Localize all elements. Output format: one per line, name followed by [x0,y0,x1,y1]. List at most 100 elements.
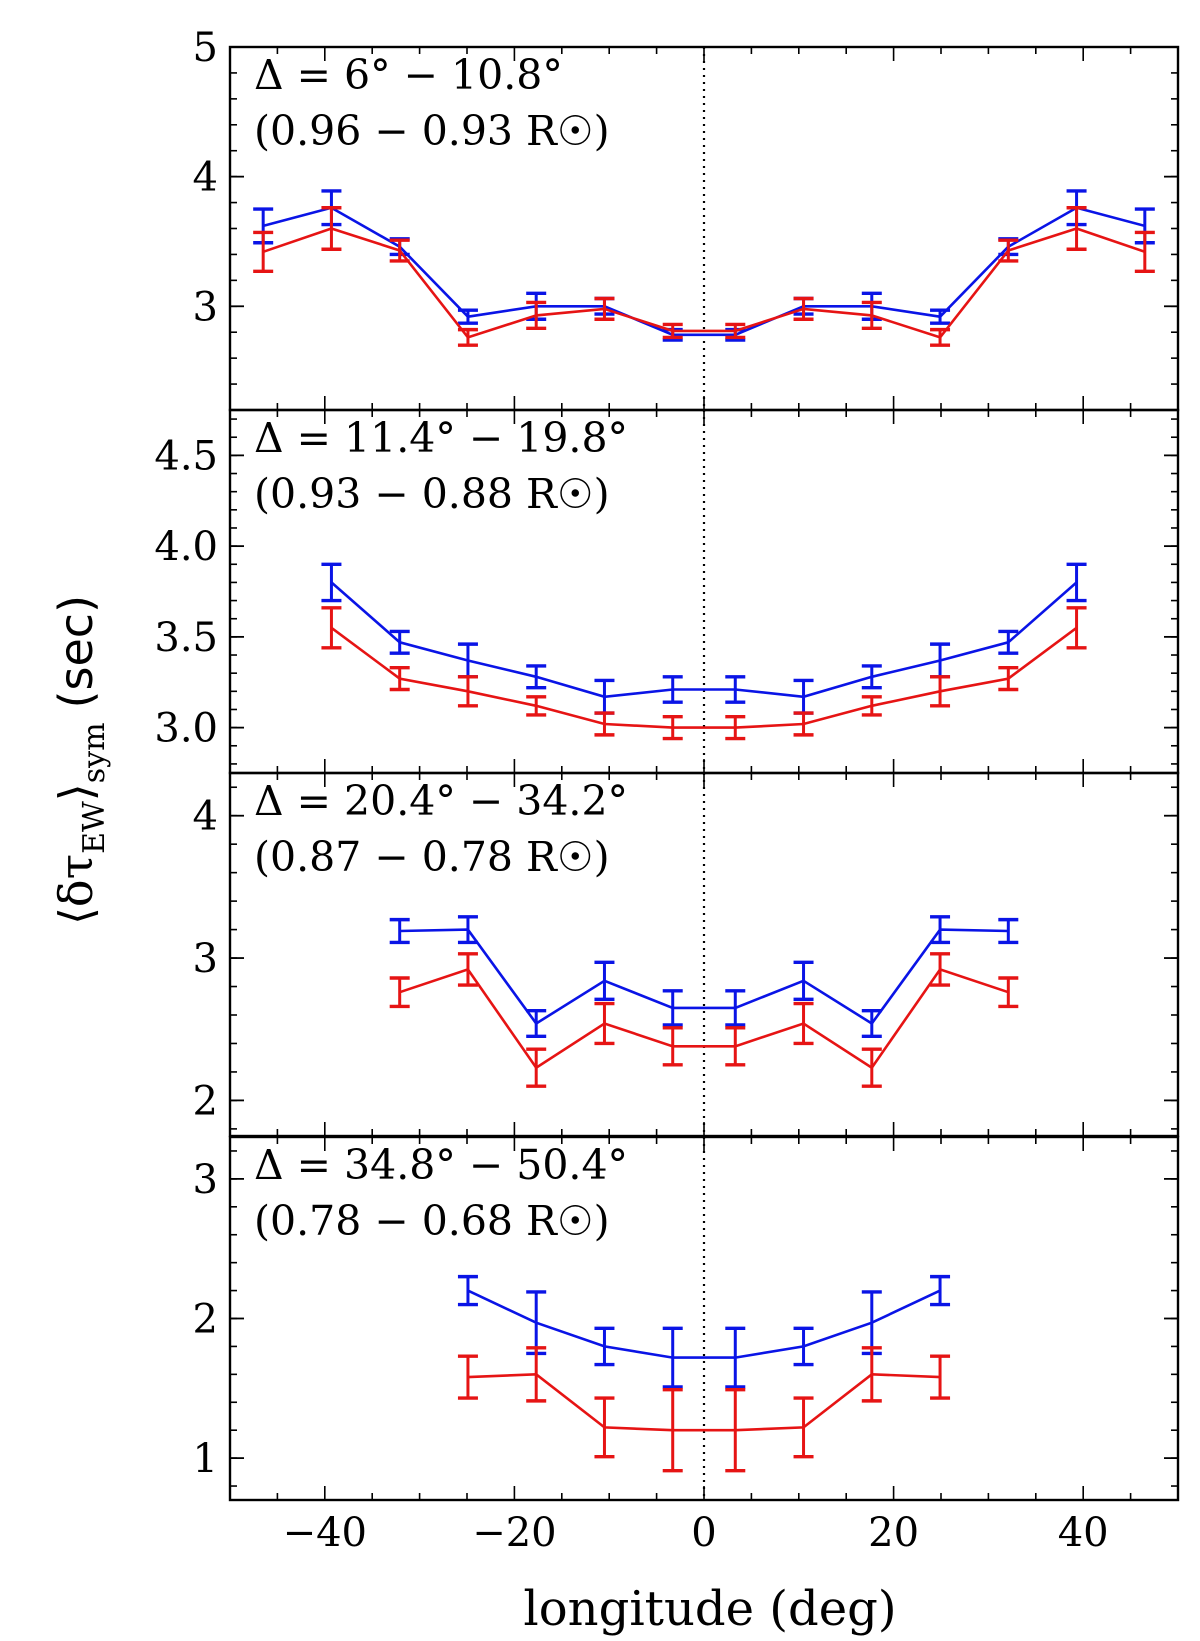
error-bar [725,715,746,741]
x-tick-label: 40 [1058,1510,1109,1556]
error-bar [526,300,547,331]
error-bar [725,322,746,340]
series-blue [389,915,1019,1039]
error-bar [526,1047,547,1088]
y-tick-label: 3.5 [154,615,218,661]
error-bar [861,1047,882,1088]
panel-annotation-range: Δ = 11.4° − 19.8° [254,414,628,462]
error-bar [457,1274,478,1307]
error-bar [725,989,746,1027]
error-bar [594,1396,615,1459]
error-bar [526,1290,547,1356]
error-bar [725,1026,746,1067]
panels-group: 3 4 5 Δ = 6° − 10.8° (0.96 − 0.93 R☉) 3.0 3.5 4… [154,25,1180,1556]
error-bar [321,206,342,251]
error-bar [321,562,342,603]
error-bar [526,664,547,690]
x-tick-label: −40 [283,1510,367,1556]
error-bar [793,296,814,321]
x-tick-label: −20 [472,1510,556,1556]
panel-annotation-radius: (0.87 − 0.78 R☉) [254,833,610,881]
series-red [389,952,1019,1088]
y-tick-label: 2 [193,1078,218,1124]
error-bar [998,629,1019,655]
error-bar [662,322,683,340]
error-bar [861,1009,882,1039]
error-bar [725,675,746,704]
error-bar [861,695,882,717]
error-bar [526,695,547,717]
error-bar [594,1326,615,1367]
error-bar [725,1326,746,1389]
y-tick-label: 3.0 [154,706,218,752]
panel-1: 3 4 5 Δ = 6° − 10.8° (0.96 − 0.93 R☉) [193,25,1180,412]
series-line-red [467,1372,941,1432]
x-tick-label: 20 [868,1510,919,1556]
error-bar [526,1009,547,1039]
x-tick-label: 0 [691,1510,716,1556]
panel-annotation-radius: (0.93 − 0.88 R☉) [254,470,610,518]
error-bar [662,1026,683,1067]
y-tick-label: 4.0 [154,524,218,570]
error-bar [1066,206,1087,251]
panel-annotation-radius: (0.78 − 0.68 R☉) [254,1197,610,1245]
series-line-blue [262,206,1146,337]
error-bar [861,300,882,331]
series-blue [457,1274,951,1389]
error-bar [389,238,410,263]
error-bar [457,308,478,325]
error-bar [389,976,410,1009]
error-bar [662,1388,683,1473]
error-bar [930,1354,951,1400]
error-bar [662,1326,683,1389]
error-bar [793,1396,814,1459]
error-bar [998,917,1019,945]
panel-annotation-radius: (0.96 − 0.93 R☉) [254,107,610,155]
error-bar [793,1001,814,1046]
y-tick-label: 3 [193,936,218,982]
series-red [253,206,1155,347]
y-tick-label: 3 [193,284,218,330]
error-bar [930,1274,951,1307]
panel-annotation-range: Δ = 20.4° − 34.2° [254,777,628,825]
error-bar [930,915,951,945]
series-line-red [262,227,1146,339]
y-axis-label-unit: (sec) [49,595,103,708]
error-bar [457,915,478,945]
error-bar [594,1001,615,1046]
series-red [457,1346,951,1473]
error-bar [662,715,683,741]
series-red [321,606,1087,741]
error-bar [793,1326,814,1367]
error-bar [793,960,814,1002]
error-bar [861,664,882,690]
error-bar [253,230,274,273]
panel-3: 2 3 4 Δ = 20.4° − 34.2° (0.87 − 0.78 R☉) [193,771,1180,1138]
error-bar [662,675,683,704]
y-tick-label: 1 [193,1436,218,1482]
y-tick-label: 4 [193,794,218,840]
error-bar [662,989,683,1027]
error-bar [594,960,615,1002]
y-tick-label: 5 [193,25,218,71]
y-axis-label-subscript: EW [77,801,112,854]
panel-annotation-range: Δ = 6° − 10.8° [254,51,563,99]
error-bar [930,327,951,347]
error-bar [389,666,410,692]
error-bar [998,976,1019,1009]
error-bar [930,308,951,325]
error-bar [457,1354,478,1400]
error-bar [457,642,478,679]
error-bar [321,606,342,650]
error-bar [1066,606,1087,650]
y-tick-label: 4 [193,155,218,201]
error-bar [793,711,814,737]
y-axis-label-prefix: ⟨δτ [49,854,103,925]
error-bar [930,642,951,679]
series-line-red [330,626,1078,729]
y-axis-label-subscript2: sym [77,722,112,783]
series-line-blue [467,1289,941,1359]
error-bar [998,238,1019,263]
y-axis-label: ⟨δτEW⟩sym (sec) [49,595,112,925]
